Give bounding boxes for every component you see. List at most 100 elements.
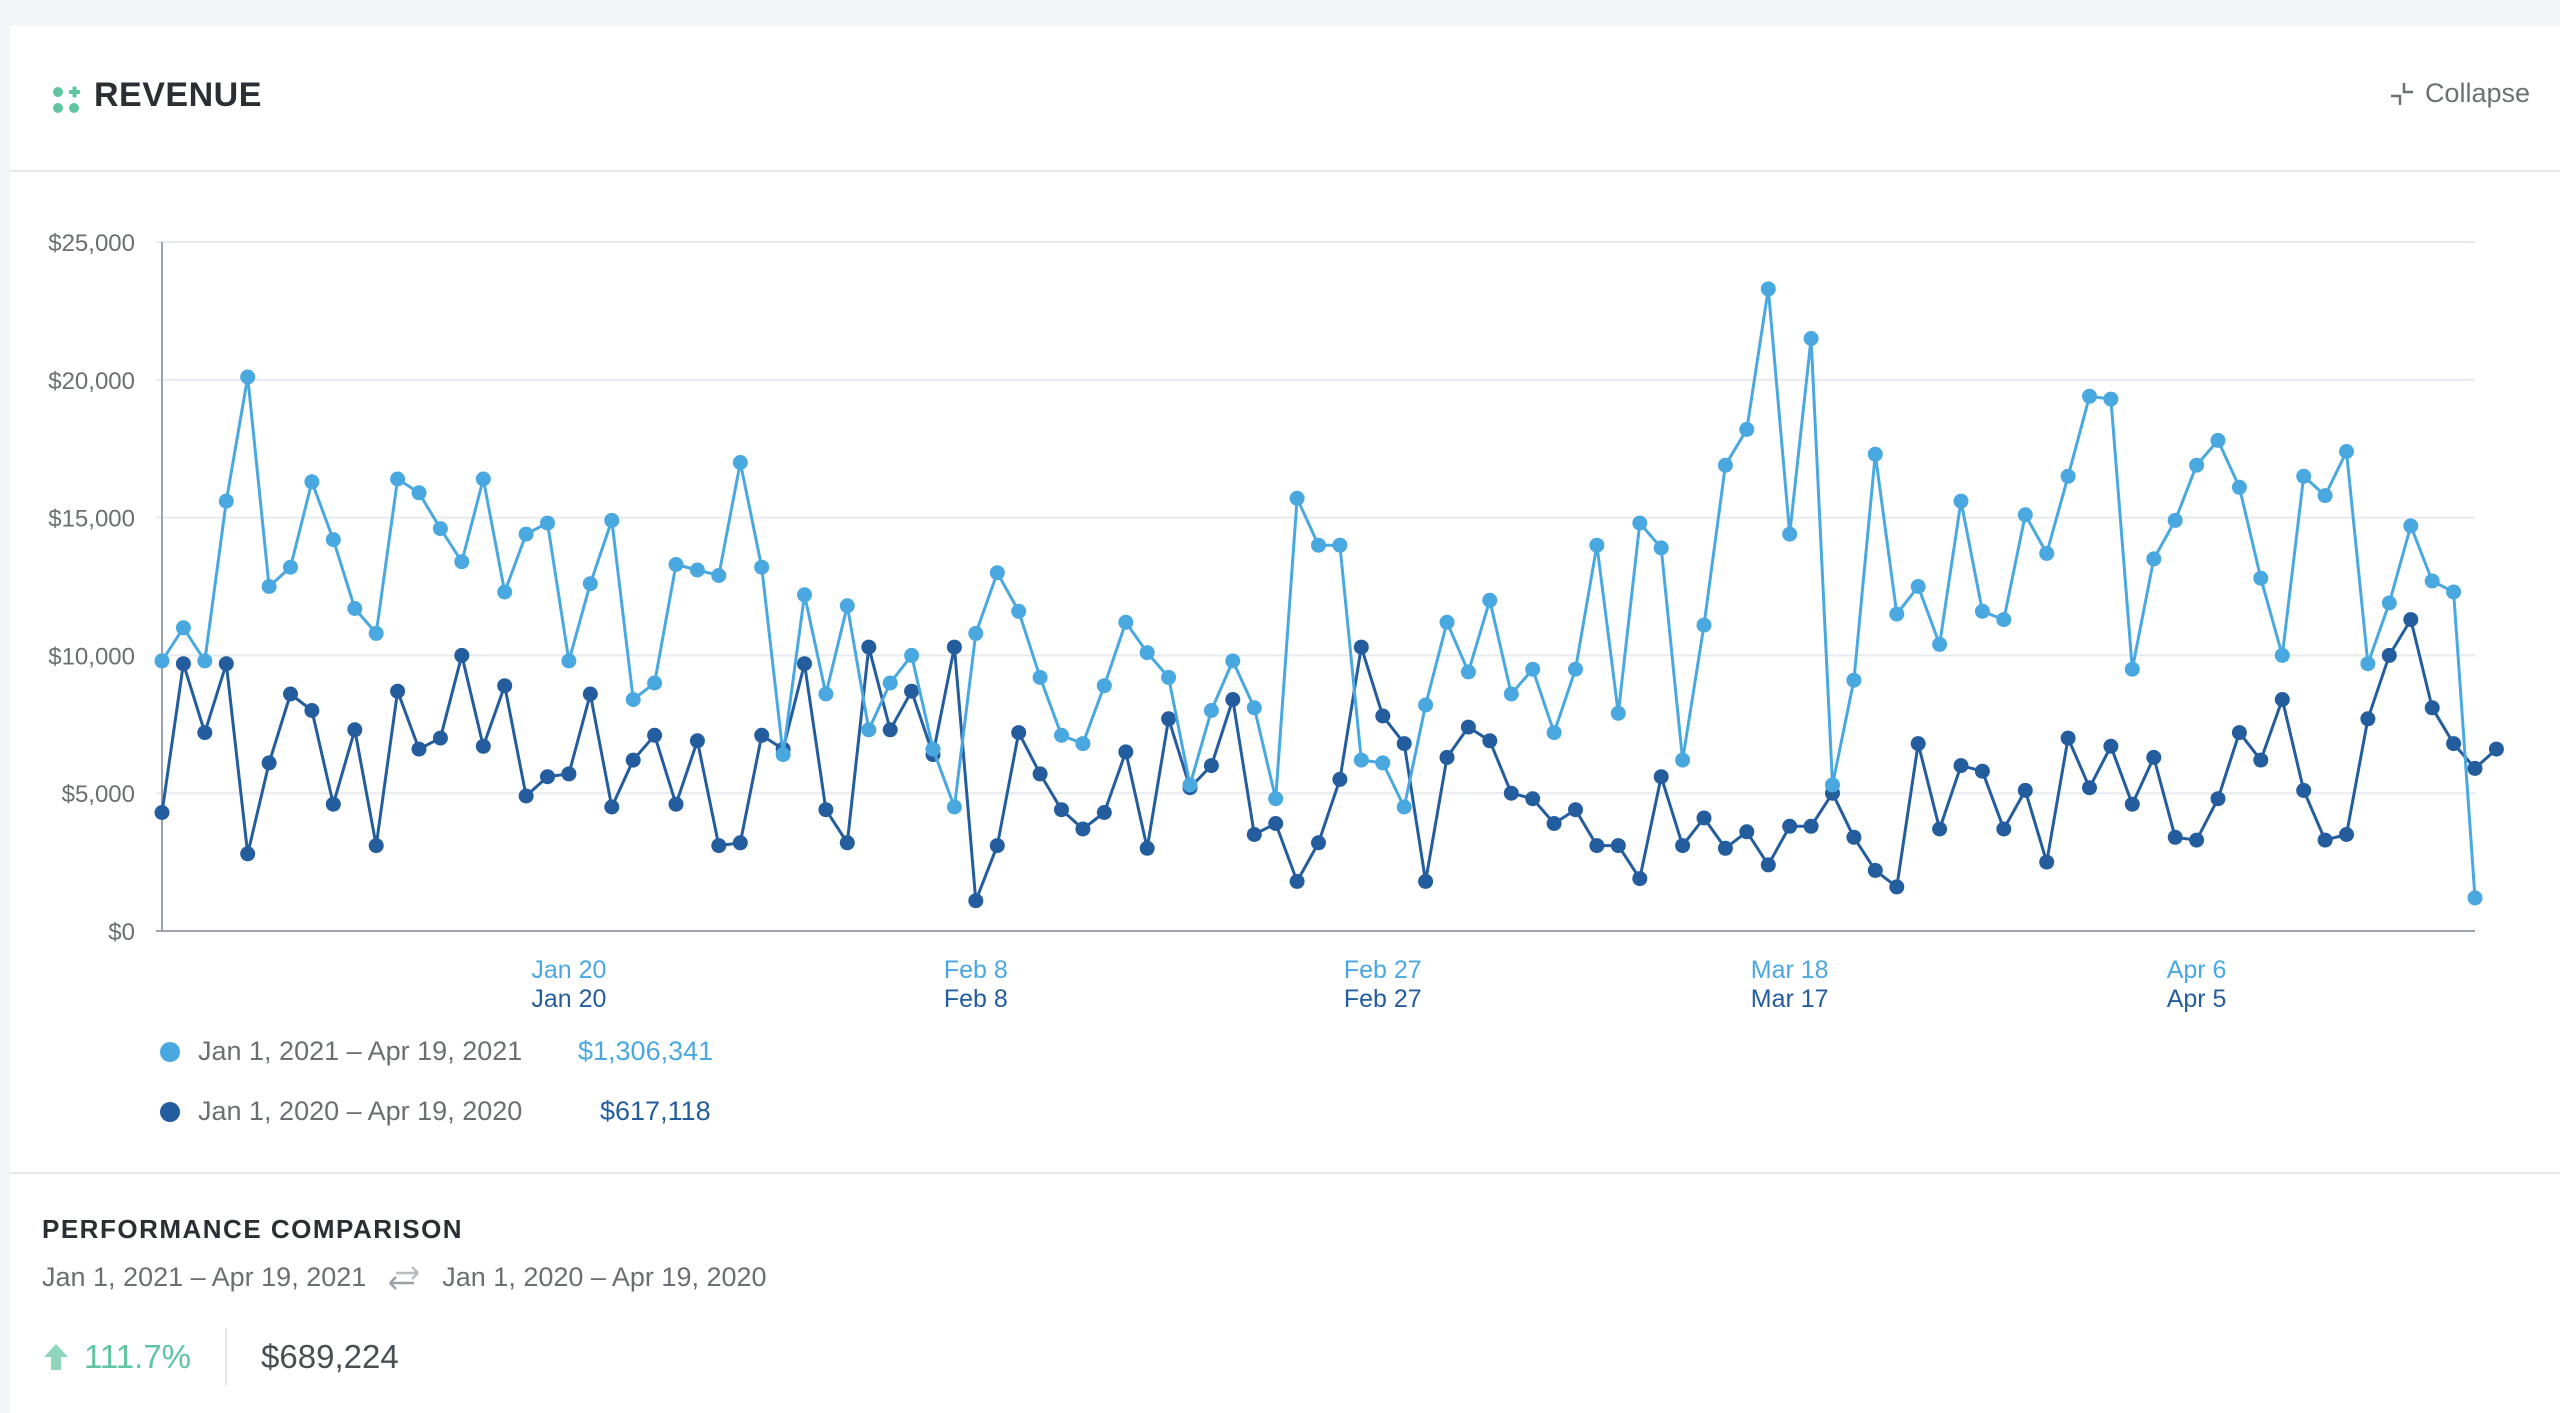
data-point-previous bbox=[1225, 692, 1241, 707]
data-point-current bbox=[818, 686, 834, 702]
data-point-current bbox=[1739, 421, 1755, 437]
data-point-previous bbox=[1161, 711, 1177, 727]
data-point-current bbox=[1396, 799, 1412, 815]
data-point-current bbox=[797, 587, 812, 603]
data-point-current bbox=[1953, 493, 1969, 509]
data-point-previous bbox=[454, 647, 470, 663]
data-point-current bbox=[1054, 727, 1069, 743]
data-point-previous bbox=[1482, 733, 1498, 749]
data-point-current bbox=[989, 565, 1005, 581]
data-point-previous bbox=[411, 741, 427, 757]
data-point-previous bbox=[1675, 838, 1691, 854]
data-point-current bbox=[390, 471, 406, 487]
data-point-current bbox=[1353, 752, 1369, 768]
data-point-current bbox=[1332, 537, 1348, 553]
data-point-current bbox=[2189, 457, 2205, 473]
revenue-card: REVENUE Collapse $0 $5,000 $10,000 $15,000 $… bbox=[10, 26, 2560, 1413]
data-point-previous bbox=[1289, 873, 1305, 889]
widget-grid-icon bbox=[53, 86, 80, 113]
legend-dot-current bbox=[160, 1041, 180, 1062]
data-point-current bbox=[347, 601, 363, 616]
data-point-previous bbox=[1653, 769, 1669, 785]
data-point-current bbox=[1246, 700, 1262, 716]
y-tick-label: $10,000 bbox=[48, 643, 135, 670]
data-point-current bbox=[689, 562, 705, 578]
change-percent: 111.7% bbox=[84, 1338, 192, 1375]
data-point-previous bbox=[668, 796, 684, 812]
data-point-current bbox=[497, 584, 513, 600]
data-point-previous bbox=[1568, 802, 1583, 818]
data-point-current bbox=[732, 455, 748, 470]
data-point-current bbox=[454, 554, 470, 570]
data-point-current bbox=[411, 485, 427, 501]
data-point-previous bbox=[1246, 827, 1262, 842]
data-point-previous bbox=[2124, 796, 2140, 812]
data-point-current bbox=[561, 653, 577, 669]
data-point-previous bbox=[1139, 840, 1155, 856]
data-point-current bbox=[582, 576, 598, 592]
data-point-current bbox=[1717, 457, 1733, 473]
data-point-previous bbox=[1589, 838, 1605, 854]
legend-item-previous[interactable]: Jan 1, 2020 – Apr 19, 2020 $617,118 bbox=[160, 1096, 711, 1127]
revenue-line-chart: $0 $5,000 $10,000 $15,000 $20,000 $25,000 Jan … bbox=[10, 172, 2560, 1032]
x-tick-label-current: Feb 8 bbox=[944, 956, 1008, 984]
data-point-previous bbox=[1525, 791, 1541, 807]
legend-previous-total: $617,118 bbox=[600, 1096, 711, 1126]
data-point-current bbox=[2082, 388, 2097, 404]
data-point-previous bbox=[240, 846, 256, 862]
data-point-current bbox=[1867, 446, 1883, 462]
collapse-button[interactable]: Collapse bbox=[2389, 78, 2530, 109]
data-point-previous bbox=[1096, 805, 1112, 820]
data-point-current bbox=[1439, 614, 1455, 630]
data-point-current bbox=[218, 493, 234, 509]
data-point-current bbox=[946, 799, 962, 815]
data-point-current bbox=[1011, 603, 1027, 619]
performance-previous-range: Jan 1, 2020 – Apr 19, 2020 bbox=[442, 1262, 767, 1292]
performance-ranges: Jan 1, 2021 – Apr 19, 2021 Jan 1, 2020 –… bbox=[42, 1262, 767, 1293]
data-point-previous bbox=[2231, 725, 2247, 741]
data-point-current bbox=[1846, 672, 1862, 688]
data-point-current bbox=[154, 653, 170, 669]
legend-item-current[interactable]: Jan 1, 2021 – Apr 19, 2021 $1,306,341 bbox=[160, 1036, 713, 1067]
data-point-current bbox=[1996, 612, 2012, 628]
x-tick-label-previous: Feb 8 bbox=[944, 985, 1008, 1013]
data-point-previous bbox=[1054, 802, 1069, 818]
data-point-previous bbox=[2467, 760, 2483, 776]
data-point-previous bbox=[304, 703, 320, 718]
data-point-previous bbox=[2103, 738, 2119, 754]
data-point-current bbox=[861, 722, 877, 738]
collapse-icon bbox=[2390, 82, 2413, 105]
data-point-current bbox=[1118, 614, 1134, 630]
data-point-previous bbox=[1932, 821, 1948, 837]
data-point-previous bbox=[2039, 854, 2055, 870]
data-point-current bbox=[1289, 490, 1305, 506]
data-point-current bbox=[1568, 661, 1583, 677]
data-point-current bbox=[2381, 595, 2397, 611]
data-point-current bbox=[2231, 479, 2247, 495]
data-point-previous bbox=[989, 838, 1005, 854]
legend-current-total: $1,306,341 bbox=[578, 1036, 714, 1066]
data-point-current bbox=[1974, 603, 1990, 619]
data-point-previous bbox=[2167, 829, 2183, 845]
data-point-previous bbox=[882, 722, 898, 738]
data-point-previous bbox=[689, 733, 705, 749]
data-point-previous bbox=[582, 686, 598, 702]
data-point-previous bbox=[1717, 840, 1733, 856]
chart-svg: $0 $5,000 $10,000 $15,000 $20,000 $25,000 Jan … bbox=[48, 230, 2504, 1013]
data-point-previous bbox=[1268, 816, 1284, 831]
data-point-previous bbox=[175, 656, 191, 672]
data-point-previous bbox=[1610, 838, 1626, 854]
data-point-previous bbox=[711, 838, 727, 854]
data-point-previous bbox=[1696, 810, 1712, 826]
data-point-previous bbox=[2210, 791, 2226, 807]
data-point-previous bbox=[390, 683, 406, 699]
data-point-current bbox=[625, 692, 641, 707]
y-tick-label: $5,000 bbox=[62, 781, 135, 808]
x-tick-label-current: Apr 6 bbox=[2167, 956, 2227, 984]
data-point-current bbox=[2446, 584, 2462, 600]
series-line-previous bbox=[160, 618, 2498, 903]
data-point-previous bbox=[1418, 873, 1434, 889]
data-point-previous bbox=[325, 796, 341, 812]
data-point-current bbox=[2060, 468, 2076, 484]
data-point-previous bbox=[1460, 719, 1476, 735]
